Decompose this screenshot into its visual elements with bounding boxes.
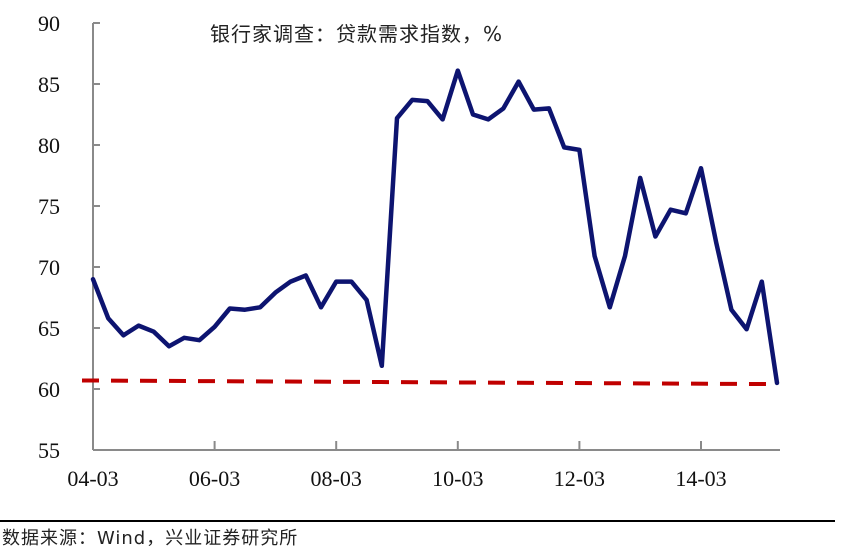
y-tick-label: 90	[38, 11, 60, 36]
y-tick-label: 70	[38, 255, 60, 280]
y-axis: 55 60 65 70 75 80 85 90	[38, 11, 100, 463]
x-tick-label: 08-03	[311, 466, 362, 491]
y-tick-label: 80	[38, 133, 60, 158]
x-tick-label: 04-03	[67, 466, 118, 491]
source-divider	[0, 520, 835, 522]
x-tick-label: 14-03	[675, 466, 726, 491]
x-tick-label: 06-03	[189, 466, 240, 491]
y-tick-label: 65	[38, 316, 60, 341]
loan-demand-index-line	[90, 68, 780, 386]
reference-dashed-line	[81, 378, 778, 387]
x-tick-label: 10-03	[432, 466, 483, 491]
data-source-note: 数据来源：Wind，兴业证券研究所	[2, 528, 299, 549]
x-tick-label: 12-03	[554, 466, 605, 491]
y-tick-label: 75	[38, 194, 60, 219]
y-tick-label: 55	[38, 438, 60, 463]
x-axis: 04-03 06-03 08-03 10-03 12-03 14-03	[67, 441, 780, 491]
chart-title: 银行家调查：贷款需求指数，%	[210, 22, 504, 46]
y-tick-label: 85	[38, 72, 60, 97]
y-tick-label: 60	[38, 377, 60, 402]
